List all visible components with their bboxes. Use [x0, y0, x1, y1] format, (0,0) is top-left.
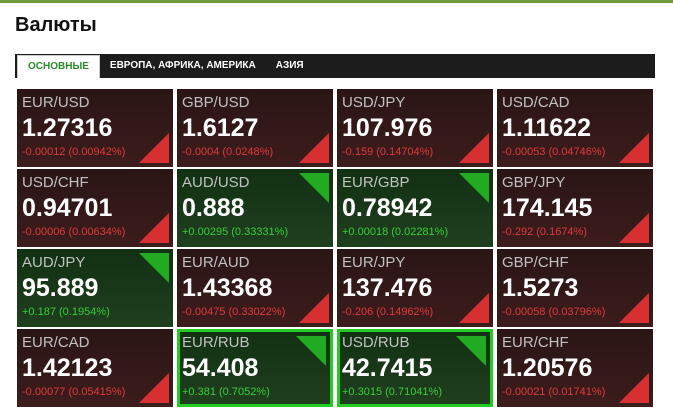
tab[interactable]: ОСНОВНЫЕ: [17, 54, 100, 78]
pair-name: EUR/JPY: [342, 254, 406, 271]
trend-indicator: [619, 213, 649, 243]
page-title: Валюты: [15, 14, 97, 36]
change: -0.00012 (0.00942%): [22, 146, 126, 158]
pair-name: USD/CAD: [502, 94, 570, 111]
change: -0.00058 (0.03796%): [502, 306, 606, 318]
change: +0.3015 (0.71041%): [342, 386, 442, 398]
rate: 42.7415: [342, 354, 433, 382]
change: +0.00295 (0.33331%): [182, 226, 289, 238]
tab-bar: ОСНОВНЫЕ ЕВРОПА, АФРИКА, АМЕРИКА АЗИЯ: [15, 54, 655, 78]
change: -0.00475 (0.33022%): [182, 306, 286, 318]
rate: 1.42123: [22, 354, 113, 382]
trend-indicator: [299, 133, 329, 163]
tab[interactable]: АЗИЯ: [275, 60, 304, 71]
trend-indicator: [459, 133, 489, 163]
pair-name: USD/JPY: [342, 94, 406, 111]
currency-tile[interactable]: USD/CAD 1.11622 -0.00053 (0.04746%): [497, 89, 653, 167]
currency-tile[interactable]: GBP/JPY 174.145 -0.292 (0.1674%): [497, 169, 653, 247]
change: -0.0004 (0.0248%): [182, 146, 274, 158]
rate: 137.476: [342, 274, 433, 302]
rate: 1.6127: [182, 114, 259, 142]
trend-indicator: [139, 213, 169, 243]
rate: 1.20576: [502, 354, 593, 382]
pair-name: EUR/CHF: [502, 334, 569, 351]
change: -0.00053 (0.04746%): [502, 146, 606, 158]
change: +0.381 (0.7052%): [182, 386, 270, 398]
currency-tile[interactable]: EUR/RUB 54.408 +0.381 (0.7052%): [177, 329, 333, 407]
trend-indicator: [299, 293, 329, 323]
trend-indicator: [456, 336, 486, 366]
change: -0.00006 (0.00634%): [22, 226, 126, 238]
pair-name: GBP/JPY: [502, 174, 566, 191]
currency-tile[interactable]: USD/JPY 107.976 -0.159 (0.14704%): [337, 89, 493, 167]
pair-name: GBP/USD: [182, 94, 250, 111]
top-strip: [0, 0, 673, 3]
pair-name: EUR/GBP: [342, 174, 410, 191]
change: -0.00077 (0.05415%): [22, 386, 126, 398]
rate: 0.94701: [22, 194, 113, 222]
pair-name: EUR/USD: [22, 94, 90, 111]
trend-indicator: [139, 373, 169, 403]
change: -0.292 (0.1674%): [502, 226, 587, 238]
change: +0.187 (0.1954%): [22, 306, 110, 318]
pair-name: EUR/AUD: [182, 254, 250, 271]
trend-indicator: [139, 253, 169, 283]
currency-tile[interactable]: USD/RUB 42.7415 +0.3015 (0.71041%): [337, 329, 493, 407]
change: +0.00018 (0.02281%): [342, 226, 449, 238]
rate: 174.145: [502, 194, 593, 222]
rate: 1.43368: [182, 274, 273, 302]
trend-indicator: [619, 293, 649, 323]
rate: 95.889: [22, 274, 99, 302]
currency-tile[interactable]: EUR/JPY 137.476 -0.206 (0.14962%): [337, 249, 493, 327]
currency-tile[interactable]: EUR/USD 1.27316 -0.00012 (0.00942%): [17, 89, 173, 167]
trend-indicator: [619, 373, 649, 403]
currency-tile[interactable]: EUR/AUD 1.43368 -0.00475 (0.33022%): [177, 249, 333, 327]
change: -0.159 (0.14704%): [342, 146, 434, 158]
rate: 1.5273: [502, 274, 579, 302]
pair-name: EUR/RUB: [182, 334, 250, 351]
trend-indicator: [459, 173, 489, 203]
trend-indicator: [299, 173, 329, 203]
currency-tile[interactable]: EUR/CHF 1.20576 -0.00021 (0.01741%): [497, 329, 653, 407]
rate: 54.408: [182, 354, 259, 382]
rate: 0.78942: [342, 194, 433, 222]
trend-indicator: [619, 133, 649, 163]
trend-indicator: [459, 293, 489, 323]
change: -0.00021 (0.01741%): [502, 386, 606, 398]
pair-name: AUD/USD: [182, 174, 250, 191]
pair-name: USD/CHF: [22, 174, 89, 191]
pair-name: GBP/CHF: [502, 254, 569, 271]
currency-tile[interactable]: EUR/CAD 1.42123 -0.00077 (0.05415%): [17, 329, 173, 407]
pair-name: AUD/JPY: [22, 254, 86, 271]
change: -0.206 (0.14962%): [342, 306, 434, 318]
currency-tile[interactable]: AUD/JPY 95.889 +0.187 (0.1954%): [17, 249, 173, 327]
rate: 107.976: [342, 114, 433, 142]
rate: 1.27316: [22, 114, 113, 142]
pair-name: USD/RUB: [342, 334, 410, 351]
currency-tile[interactable]: USD/CHF 0.94701 -0.00006 (0.00634%): [17, 169, 173, 247]
currency-tile[interactable]: AUD/USD 0.888 +0.00295 (0.33331%): [177, 169, 333, 247]
currency-grid: EUR/USD 1.27316 -0.00012 (0.00942%) GBP/USD…: [15, 89, 657, 411]
pair-name: EUR/CAD: [22, 334, 90, 351]
tab[interactable]: ЕВРОПА, АФРИКА, АМЕРИКА: [109, 60, 256, 71]
currency-tile[interactable]: GBP/USD 1.6127 -0.0004 (0.0248%): [177, 89, 333, 167]
rate: 1.11622: [502, 114, 591, 142]
rate: 0.888: [182, 194, 245, 222]
trend-indicator: [139, 133, 169, 163]
currency-tile[interactable]: EUR/GBP 0.78942 +0.00018 (0.02281%): [337, 169, 493, 247]
currency-tile[interactable]: GBP/CHF 1.5273 -0.00058 (0.03796%): [497, 249, 653, 327]
trend-indicator: [296, 336, 326, 366]
